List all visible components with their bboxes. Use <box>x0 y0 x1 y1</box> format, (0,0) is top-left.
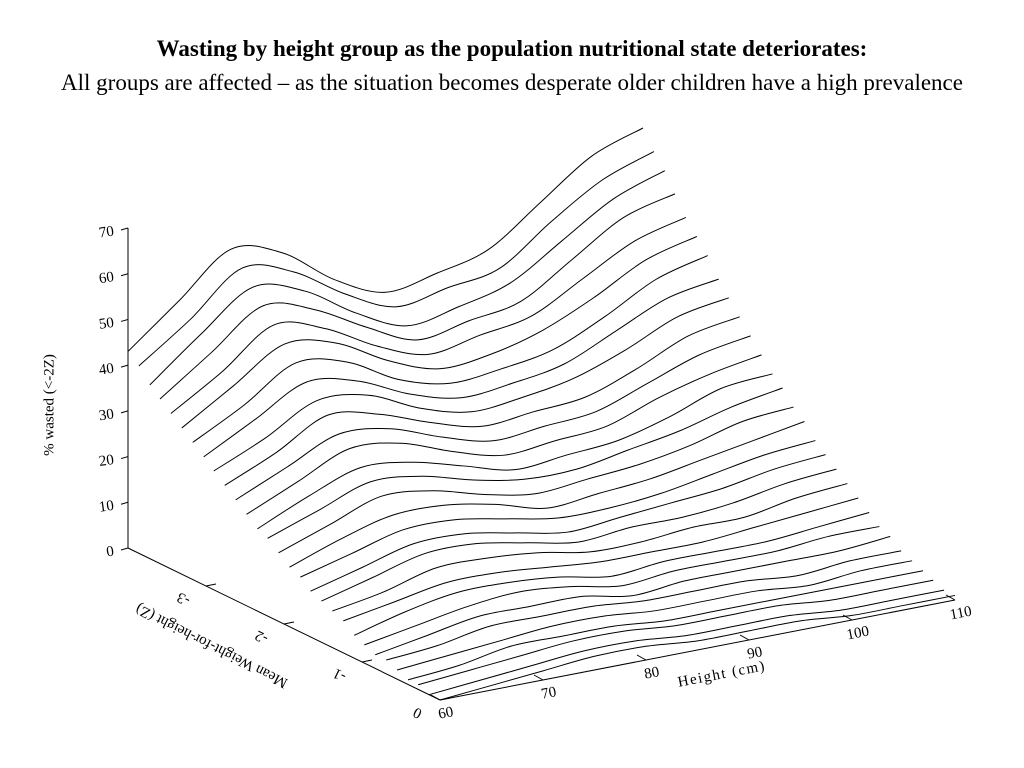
surface-line <box>310 454 826 592</box>
y-tick <box>120 547 129 551</box>
header: Wasting by height group as the populatio… <box>40 32 984 100</box>
x-tick <box>430 694 441 701</box>
surface-line <box>278 406 794 554</box>
y-tick <box>120 456 129 460</box>
surface-line <box>353 512 870 636</box>
y-tick <box>120 364 129 368</box>
surface-line <box>127 127 644 352</box>
surface-line <box>396 560 913 671</box>
x-tick-label: 60 <box>437 704 455 723</box>
y-tick <box>120 273 129 277</box>
surface-line <box>203 278 719 458</box>
x-tick <box>842 614 853 621</box>
x-tick-label: 100 <box>845 623 870 643</box>
y-tick <box>120 227 129 231</box>
z-tick <box>361 659 373 663</box>
surface-line <box>181 236 698 429</box>
surface-line <box>321 468 837 602</box>
z-tick <box>205 583 217 587</box>
x-tick-label: 90 <box>746 644 764 663</box>
surface-line <box>343 497 859 622</box>
y-tick-label: 30 <box>98 406 115 424</box>
x-tick <box>533 674 544 681</box>
y-tick-label: 60 <box>98 269 115 287</box>
y-tick <box>120 501 129 505</box>
surface-line <box>428 589 945 696</box>
surface-line <box>418 579 934 686</box>
surface-line <box>289 421 805 568</box>
chart-subtitle: All groups are affected – as the situati… <box>61 70 963 95</box>
x-tick <box>739 634 750 641</box>
surface-line <box>386 550 902 661</box>
surface-line <box>246 354 762 515</box>
x-tick <box>636 654 647 661</box>
z-tick <box>283 621 295 625</box>
x-tick-label: 80 <box>643 664 661 683</box>
z-tick-label: -3 <box>175 589 193 609</box>
surface-line <box>224 316 740 486</box>
y-tick-label: 20 <box>98 452 115 470</box>
y-tick <box>120 410 129 414</box>
x-tick-label: 110 <box>949 604 974 624</box>
surface-line <box>149 170 666 386</box>
surface-line <box>213 297 729 472</box>
x-axis-label: Height (cm) <box>676 658 767 691</box>
y-tick-label: 70 <box>98 224 115 242</box>
y-tick-label: 50 <box>98 315 115 333</box>
surface-line <box>375 535 891 656</box>
x-tick-label: 70 <box>540 684 558 703</box>
z-tick-label: 0 <box>411 704 425 722</box>
surface-line <box>170 217 687 414</box>
surface-line <box>407 570 924 681</box>
z-axis-label: Mean Weight-for-height (Z) <box>133 600 290 691</box>
surface-line <box>364 526 880 646</box>
surface-line <box>439 594 956 701</box>
z-tick-label: -1 <box>331 665 349 685</box>
surface-line <box>332 483 848 612</box>
x-axis <box>439 599 956 701</box>
x-tick <box>945 594 956 601</box>
z-tick-label: -2 <box>253 627 271 647</box>
surface-line <box>235 335 751 501</box>
surface-line <box>257 373 773 530</box>
y-axis-label: % wasted (<-2Z) <box>41 354 57 456</box>
surface-line <box>192 255 708 443</box>
y-tick-label: 10 <box>98 498 115 516</box>
surface-line <box>267 387 783 539</box>
y-tick-label: 0 <box>105 544 115 561</box>
surface-line <box>138 151 655 367</box>
y-tick <box>120 318 129 322</box>
surface-line <box>159 193 676 400</box>
chart-title: Wasting by height group as the populatio… <box>156 36 868 61</box>
surface-line <box>300 440 816 578</box>
y-tick-label: 40 <box>98 361 115 379</box>
